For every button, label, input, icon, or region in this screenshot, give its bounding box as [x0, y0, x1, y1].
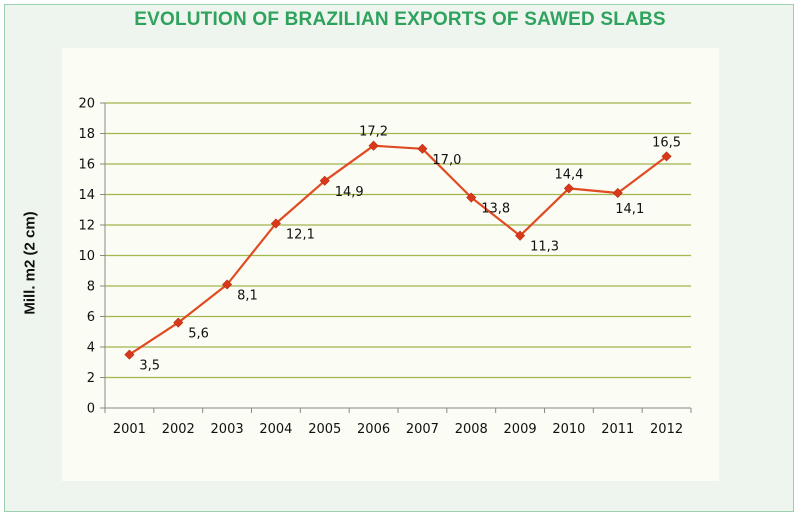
x-tick-label: 2012 — [650, 422, 683, 437]
x-tick-label: 2008 — [455, 422, 488, 437]
x-tick-label: 2004 — [259, 422, 292, 437]
data-label: 14,9 — [335, 185, 364, 200]
x-tick-label: 2011 — [601, 422, 634, 437]
data-point — [173, 317, 184, 328]
y-tick-label: 20 — [78, 97, 95, 112]
data-label: 3,5 — [139, 359, 160, 374]
x-tick-label: 2009 — [504, 422, 537, 437]
y-tick-label: 2 — [87, 371, 95, 386]
data-label: 17,0 — [432, 153, 461, 168]
plot-background — [62, 48, 719, 481]
data-label: 14,1 — [615, 202, 644, 217]
data-point — [270, 218, 281, 229]
data-point — [466, 192, 477, 203]
data-point — [417, 143, 428, 154]
data-point — [222, 279, 233, 290]
data-point — [124, 349, 135, 360]
y-tick-label: 10 — [78, 249, 95, 264]
y-tick-label: 4 — [87, 341, 95, 356]
data-label: 12,1 — [286, 227, 315, 242]
x-tick-labels: 2001 2002 2003 2004 2005 2006 2007 2008 2009 2010… — [113, 422, 683, 437]
data-labels: 3,5 5,6 8,1 12,1 14,9 17,2 17,0 13,8 11,3 14,4 14,… — [139, 125, 681, 374]
series-line — [128, 144, 668, 356]
data-point — [612, 187, 623, 198]
x-tick-label: 2001 — [113, 422, 146, 437]
data-label: 13,8 — [481, 202, 510, 217]
chart-title: EVOLUTION OF BRAZILIAN EXPORTS OF SAWED … — [134, 9, 666, 30]
data-label: 11,3 — [530, 240, 559, 255]
x-tick-label: 2006 — [357, 422, 390, 437]
y-tick-label: 14 — [78, 188, 95, 203]
data-label: 5,6 — [188, 327, 209, 342]
data-label: 17,2 — [359, 125, 388, 140]
x-tick-label: 2003 — [211, 422, 244, 437]
x-tick-label: 2005 — [308, 422, 341, 437]
data-point — [368, 140, 379, 151]
y-tick-label: 6 — [87, 310, 95, 325]
data-label: 8,1 — [237, 288, 258, 303]
data-point — [563, 183, 574, 194]
x-tick-label: 2010 — [552, 422, 585, 437]
data-point — [515, 230, 526, 241]
x-tick-label: 2002 — [162, 422, 195, 437]
y-tick-label: 18 — [78, 127, 95, 142]
data-label: 14,4 — [554, 167, 583, 182]
gridlines — [105, 102, 691, 379]
y-tick-label: 12 — [78, 219, 95, 234]
y-tick-label: 8 — [87, 280, 95, 295]
data-label: 16,5 — [652, 135, 681, 150]
axes — [100, 102, 692, 413]
series-exports — [124, 140, 672, 360]
data-point — [319, 175, 330, 186]
y-tick-label: 0 — [87, 402, 95, 417]
x-tick-label: 2007 — [406, 422, 439, 437]
y-tick-labels: 0 2 4 6 8 10 12 14 16 18 20 — [78, 97, 95, 417]
y-tick-label: 16 — [78, 158, 95, 173]
data-point — [661, 151, 672, 162]
